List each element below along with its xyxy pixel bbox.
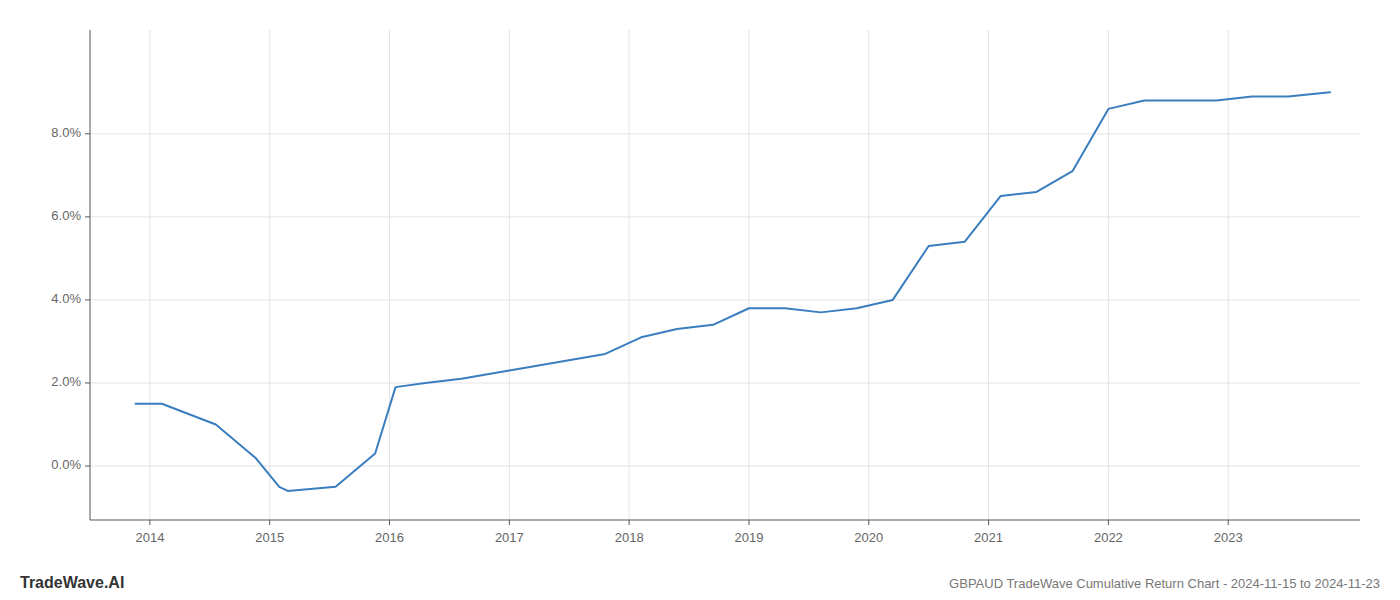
tick-mark — [85, 466, 90, 467]
grid-line — [90, 382, 1360, 383]
grid-line — [90, 299, 1360, 300]
axes: 0.0% 2.0% 4.0% 6.0% 8.0% 2014 2015 2016 2017 2018… — [51, 30, 1360, 545]
grid — [90, 30, 1360, 520]
line — [136, 92, 1331, 491]
tick-label: 2.0% — [51, 374, 81, 389]
grid-line — [90, 466, 1360, 467]
title: GBPAUD TradeWave Cumulative Return Chart… — [949, 576, 1380, 591]
grid-line — [269, 30, 270, 520]
tick-label: 4.0% — [51, 291, 81, 306]
grid-line — [1228, 30, 1229, 520]
chart: 0.0% 2.0% 4.0% 6.0% 8.0% 2014 2015 2016 2017 2018… — [0, 0, 1400, 600]
tick-mark — [629, 520, 630, 525]
tick-mark — [1228, 520, 1229, 525]
tick-mark — [1108, 520, 1109, 525]
tick-mark — [389, 520, 390, 525]
grid-line — [629, 30, 630, 520]
watermark: TradeWave.AI — [20, 574, 124, 591]
tick-label: 2020 — [854, 530, 883, 545]
y-axis-line — [90, 30, 91, 520]
tick-mark — [988, 520, 989, 525]
tick-label: 2016 — [375, 530, 404, 545]
tick-mark — [85, 216, 90, 217]
grid-line — [509, 30, 510, 520]
tick-mark — [868, 520, 869, 525]
tick-mark — [149, 520, 150, 525]
grid-line — [988, 30, 989, 520]
tick-label: 2018 — [615, 530, 644, 545]
grid-line — [149, 30, 150, 520]
tick-label: 2023 — [1214, 530, 1243, 545]
grid-line — [90, 216, 1360, 217]
x-axis-line — [90, 520, 1360, 521]
tick-mark — [748, 520, 749, 525]
grid-line — [868, 30, 869, 520]
grid-line — [1108, 30, 1109, 520]
tick-label: 2019 — [735, 530, 764, 545]
tick-label: 2015 — [255, 530, 284, 545]
tick-label: 2017 — [495, 530, 524, 545]
tick-mark — [85, 299, 90, 300]
tick-label: 0.0% — [51, 457, 81, 472]
plot-data — [136, 92, 1331, 491]
tick-mark — [85, 133, 90, 134]
tick-label: 2014 — [135, 530, 164, 545]
tick-label: 8.0% — [51, 125, 81, 140]
tick-mark — [85, 382, 90, 383]
tick-label: 2021 — [974, 530, 1003, 545]
tick-mark — [269, 520, 270, 525]
grid-line — [748, 30, 749, 520]
grid-line — [389, 30, 390, 520]
tick-mark — [509, 520, 510, 525]
grid-line — [90, 133, 1360, 134]
tick-label: 2022 — [1094, 530, 1123, 545]
tick-label: 6.0% — [51, 208, 81, 223]
